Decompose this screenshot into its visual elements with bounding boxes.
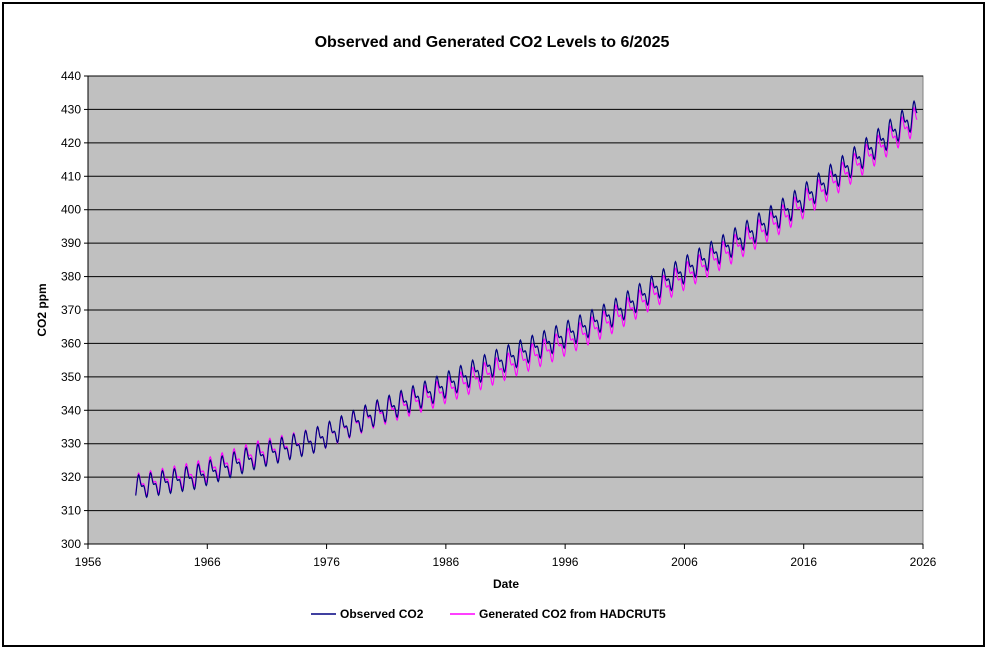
y-tick-label-12: 420 (61, 136, 81, 150)
y-tick-label-4: 340 (61, 403, 81, 417)
x-tick-label-7: 2026 (910, 555, 937, 569)
x-tick-label-5: 2006 (671, 555, 698, 569)
legend-label-generated: Generated CO2 from HADCRUT5 (479, 607, 666, 621)
x-tick-label-1: 1966 (194, 555, 221, 569)
x-tick-label-2: 1976 (313, 555, 340, 569)
series-observed-co2 (135, 99, 918, 499)
y-tick-label-2: 320 (61, 470, 81, 484)
x-tick-label-3: 1986 (433, 555, 460, 569)
y-tick-label-11: 410 (61, 169, 81, 183)
y-tick-label-3: 330 (61, 437, 81, 451)
y-tick-label-7: 370 (61, 303, 81, 317)
x-tick-label-4: 1996 (552, 555, 579, 569)
y-tick-label-0: 300 (61, 537, 81, 551)
y-tick-label-9: 390 (61, 236, 81, 250)
legend-label-observed: Observed CO2 (340, 607, 424, 621)
chart-title: Observed and Generated CO2 Levels to 6/2… (315, 34, 670, 51)
grid-lines (88, 75, 923, 512)
x-axis-label: Date (493, 577, 519, 591)
y-tick-label-13: 430 (61, 102, 81, 116)
y-tick-label-1: 310 (61, 504, 81, 518)
x-tick-label-0: 1956 (75, 555, 102, 569)
y-axis-label: CO2 ppm (35, 283, 49, 336)
y-tick-label-10: 400 (61, 203, 81, 217)
y-tick-label-8: 380 (61, 270, 81, 284)
y-tick-label-6: 360 (61, 336, 81, 350)
y-tick-label-14: 440 (61, 69, 81, 83)
y-tick-label-5: 350 (61, 370, 81, 384)
series-generated-co2 (135, 106, 918, 497)
axes: 300 310 320 330 340 350 360 370 380 390 400 410 420 4… (61, 69, 937, 569)
series-layer (135, 99, 918, 499)
legend: Observed CO2 Generated CO2 from HADCRUT5 (311, 607, 666, 621)
x-tick-label-6: 2016 (790, 555, 817, 569)
